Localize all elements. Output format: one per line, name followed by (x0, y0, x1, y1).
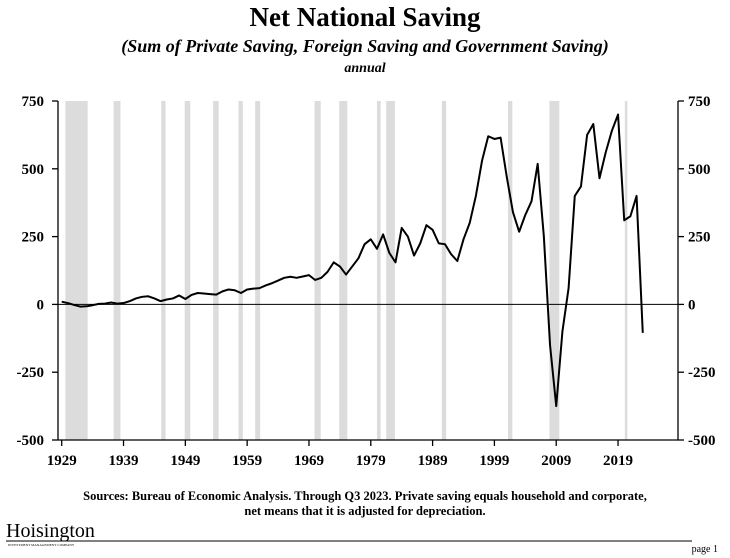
recession-band (184, 101, 191, 440)
page-number: page 1 (692, 544, 718, 555)
y-tick-label: -500 (17, 433, 45, 449)
recession-band (314, 101, 321, 440)
chart-title: Net National Saving (249, 2, 481, 32)
recession-band (113, 101, 121, 440)
x-tick-label: 1969 (294, 453, 324, 469)
y-tick-label: 750 (22, 94, 45, 110)
recession-band (213, 101, 219, 440)
recession-band (161, 101, 166, 440)
source-note: Sources: Bureau of Economic Analysis. Th… (83, 489, 647, 503)
y2-tick-label: 500 (688, 162, 711, 178)
recession-band (508, 101, 513, 440)
x-tick-label: 1939 (109, 453, 139, 469)
recession-band (238, 101, 243, 440)
y2-tick-label: -250 (688, 365, 716, 381)
recession-band (549, 101, 560, 440)
logo-sub: INVESTMENT MANAGEMENT COMPANY (8, 543, 75, 547)
y-tick-label: -250 (17, 365, 45, 381)
y2-tick-label: 750 (688, 94, 711, 110)
x-tick-label: 2019 (603, 453, 633, 469)
x-tick-label: 2009 (541, 453, 571, 469)
x-tick-label: 1989 (418, 453, 448, 469)
y-tick-label: 250 (22, 230, 45, 246)
logo: Hoisington (6, 520, 95, 542)
x-tick-label: 1959 (232, 453, 262, 469)
x-tick-label: 1949 (170, 453, 200, 469)
recession-band (65, 101, 88, 440)
recession-band (386, 101, 395, 440)
x-tick-label: 1979 (356, 453, 386, 469)
x-tick-label: 1929 (47, 453, 77, 469)
chart-subtitle: (Sum of Private Saving, Foreign Saving a… (121, 36, 609, 57)
recession-band (441, 101, 447, 440)
recession-band (255, 101, 261, 440)
y-tick-label: 0 (37, 297, 45, 313)
recession-band (624, 101, 628, 440)
y2-tick-label: 0 (688, 297, 696, 313)
frequency-note: annual (344, 61, 385, 76)
y2-tick-label: -500 (688, 433, 716, 449)
source-note: net means that it is adjusted for deprec… (244, 504, 485, 518)
recession-band (376, 101, 381, 440)
y-tick-label: 500 (22, 162, 45, 178)
data-line (61, 113, 644, 408)
x-tick-label: 1999 (479, 453, 509, 469)
y2-tick-label: 250 (688, 230, 711, 246)
